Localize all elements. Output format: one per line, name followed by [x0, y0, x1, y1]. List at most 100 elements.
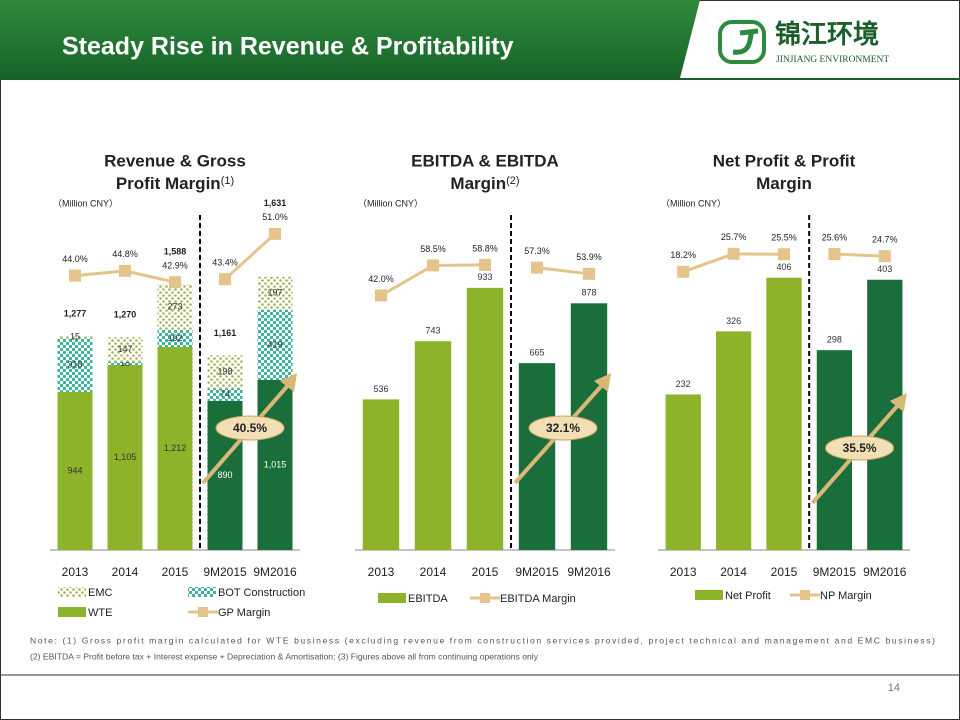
chart-title: Revenue & Gross	[104, 151, 246, 170]
value-label: 1,105	[114, 452, 137, 462]
title-note: (2)	[506, 175, 519, 187]
margin-label: 24.7%	[872, 235, 898, 245]
x-tick-label: 2015	[472, 565, 499, 579]
legend-label: Net Profit	[725, 590, 771, 602]
x-tick-label: 9M2016	[567, 565, 611, 579]
bar	[157, 347, 193, 550]
value-label: 326	[726, 316, 741, 326]
legend-swatch	[58, 607, 86, 617]
total-label: 1,631	[264, 198, 287, 208]
legend-swatch	[378, 593, 406, 603]
margin-label: 18.2%	[670, 250, 696, 260]
growth-arrowhead	[594, 373, 611, 392]
bar	[57, 391, 93, 550]
margin-label: 58.5%	[420, 244, 446, 254]
legend-marker	[198, 607, 208, 617]
margin-marker	[119, 264, 131, 277]
value-label: 198	[217, 366, 232, 376]
value-label: 419	[267, 339, 282, 349]
legend-swatch	[695, 590, 723, 600]
chart-title: Net Profit & Profit	[713, 151, 856, 170]
x-tick-label: 2014	[720, 565, 747, 579]
value-label: 933	[477, 272, 492, 282]
bar	[362, 399, 400, 550]
margin-marker	[269, 227, 281, 240]
bar	[257, 309, 293, 380]
growth-arrowhead	[280, 373, 297, 392]
x-tick-label: 9M2015	[515, 565, 559, 579]
value-label: 665	[529, 348, 544, 358]
chart-title: Margin(2)	[450, 174, 519, 193]
margin-label: 57.3%	[524, 246, 550, 256]
x-tick-label: 2015	[771, 565, 798, 579]
bar	[257, 276, 293, 310]
margin-marker	[778, 248, 790, 261]
bar	[107, 337, 143, 362]
margin-line	[536, 266, 590, 276]
title-note: (1)	[221, 175, 234, 187]
margin-label: 51.0%	[262, 212, 288, 222]
margin-label: 58.8%	[472, 243, 498, 253]
value-label: 18	[120, 358, 130, 368]
margin-marker	[479, 258, 491, 271]
total-label: 1,270	[114, 310, 137, 320]
logo-icon	[718, 20, 766, 64]
margin-marker	[375, 289, 387, 302]
bar	[57, 338, 93, 392]
chart-title: EBITDA & EBITDA	[411, 151, 559, 170]
value-label: 878	[581, 288, 596, 298]
legend-swatch	[188, 587, 216, 597]
margin-label: 53.9%	[576, 252, 602, 262]
value-label: 743	[425, 326, 440, 336]
bar	[157, 284, 193, 330]
margin-marker	[828, 248, 841, 261]
margin-marker	[169, 276, 181, 289]
header-band	[0, 0, 700, 78]
x-tick-label: 2014	[112, 565, 139, 579]
growth-badge	[528, 415, 598, 441]
x-tick-label: 9M2015	[203, 565, 247, 579]
margin-marker	[427, 259, 439, 272]
margin-label: 25.7%	[721, 232, 747, 242]
margin-label: 42.0%	[368, 274, 394, 284]
bar	[466, 287, 504, 550]
unit-label: （Million CNY）	[53, 198, 118, 208]
margin-marker	[69, 269, 81, 282]
total-label: 1,161	[214, 328, 237, 338]
legend-marker	[480, 593, 490, 603]
unit-label: （Million CNY）	[358, 198, 423, 208]
margin-label: 25.6%	[822, 232, 848, 242]
margin-label: 25.5%	[771, 233, 797, 243]
growth-label: 32.1%	[546, 421, 580, 435]
chart-title: Profit Margin(1)	[116, 174, 234, 193]
value-label: 403	[877, 264, 892, 274]
value-label: 147	[117, 344, 132, 354]
total-label: 1,277	[64, 308, 87, 318]
x-tick-label: 9M2016	[863, 565, 907, 579]
margin-label: 42.9%	[162, 261, 188, 271]
growth-arrowhead	[889, 393, 907, 412]
margin-label: 44.0%	[62, 254, 88, 264]
legend-label: EBITDA Margin	[500, 593, 576, 605]
x-tick-label: 2013	[670, 565, 697, 579]
bar	[414, 341, 452, 550]
logo-en: JINJIANG ENVIRONMENT	[776, 55, 889, 65]
note: Note: (1) Gross profit margin calculated…	[30, 635, 935, 645]
bar	[665, 394, 701, 550]
x-tick-label: 2013	[62, 565, 89, 579]
growth-label: 35.5%	[843, 441, 877, 455]
value-label: 1,015	[264, 459, 287, 469]
legend-swatch	[58, 587, 86, 597]
chart-title-line: Margin	[450, 174, 506, 193]
growth-badge	[215, 415, 285, 441]
margin-marker	[677, 265, 690, 278]
margin-marker	[219, 273, 231, 286]
bar	[107, 361, 143, 365]
value-label: 273	[167, 301, 182, 311]
value-label: 406	[776, 262, 791, 272]
bar	[207, 388, 243, 401]
bar	[157, 329, 193, 348]
unit-label: （Million CNY）	[661, 198, 726, 208]
